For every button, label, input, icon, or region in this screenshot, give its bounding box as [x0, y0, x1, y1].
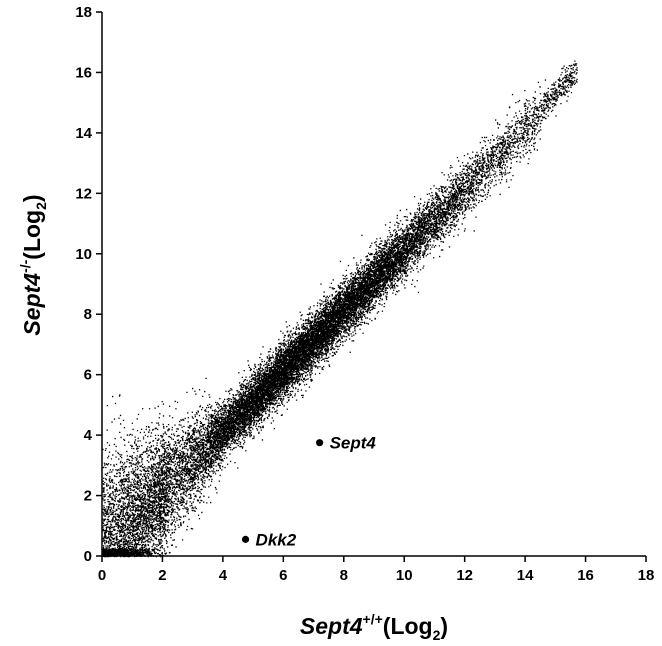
axes — [101, 12, 646, 557]
y-axis-ticks: 0 2 4 6 8 10 12 14 16 18 — [75, 4, 102, 565]
scatter-points — [102, 60, 578, 558]
highlight-point-sept4 — [316, 439, 324, 447]
highlight-label-sept4: Sept4 — [330, 434, 377, 453]
y-tick-label: 10 — [75, 246, 92, 263]
x-tick-label: 12 — [456, 567, 473, 584]
y-axis-title-text: (Log — [19, 210, 45, 260]
x-tick-label: 16 — [577, 567, 594, 584]
y-tick-label: 8 — [84, 306, 92, 323]
x-tick-label: 6 — [279, 567, 287, 584]
y-tick-label: 12 — [75, 185, 92, 202]
x-axis-title-text: (Log — [383, 613, 433, 639]
x-tick-label: 18 — [638, 567, 655, 584]
y-axis-title-close: ) — [19, 194, 45, 202]
y-tick-label: 6 — [84, 367, 92, 384]
y-axis-title-italic: Sept4 — [19, 273, 45, 336]
x-axis-ticks: 0 2 4 6 8 10 12 14 16 18 — [98, 556, 655, 584]
x-tick-label: 8 — [340, 567, 348, 584]
x-tick-label: 14 — [517, 567, 534, 584]
y-tick-label: 18 — [75, 4, 92, 21]
highlight-point-dkk2 — [241, 535, 250, 543]
x-tick-label: 0 — [98, 567, 106, 584]
x-axis-title-subscript: 2 — [433, 627, 441, 643]
x-tick-label: 4 — [219, 567, 228, 584]
y-tick-label: 4 — [84, 427, 93, 444]
y-tick-label: 16 — [75, 64, 92, 81]
x-axis-title-superscript: +/+ — [363, 611, 383, 627]
highlight-label-dkk2: Dkk2 — [256, 530, 297, 549]
y-tick-label: 0 — [84, 548, 92, 565]
highlighted-genes: Sept4 Dkk2 — [241, 434, 377, 549]
y-axis-title: Sept4-/-(Log2) — [17, 194, 49, 335]
x-axis-title: Sept4+/+(Log2) — [300, 611, 448, 643]
x-axis-title-close: ) — [440, 613, 448, 639]
y-tick-label: 14 — [75, 125, 92, 142]
y-axis-title-subscript: 2 — [33, 202, 49, 210]
y-axis-title-superscript: -/- — [17, 259, 33, 273]
x-axis-title-italic: Sept4 — [300, 613, 363, 639]
y-tick-label: 2 — [84, 488, 92, 505]
scatter-point-cloud — [102, 60, 578, 558]
x-tick-label: 10 — [396, 567, 413, 584]
x-tick-label: 2 — [158, 567, 166, 584]
